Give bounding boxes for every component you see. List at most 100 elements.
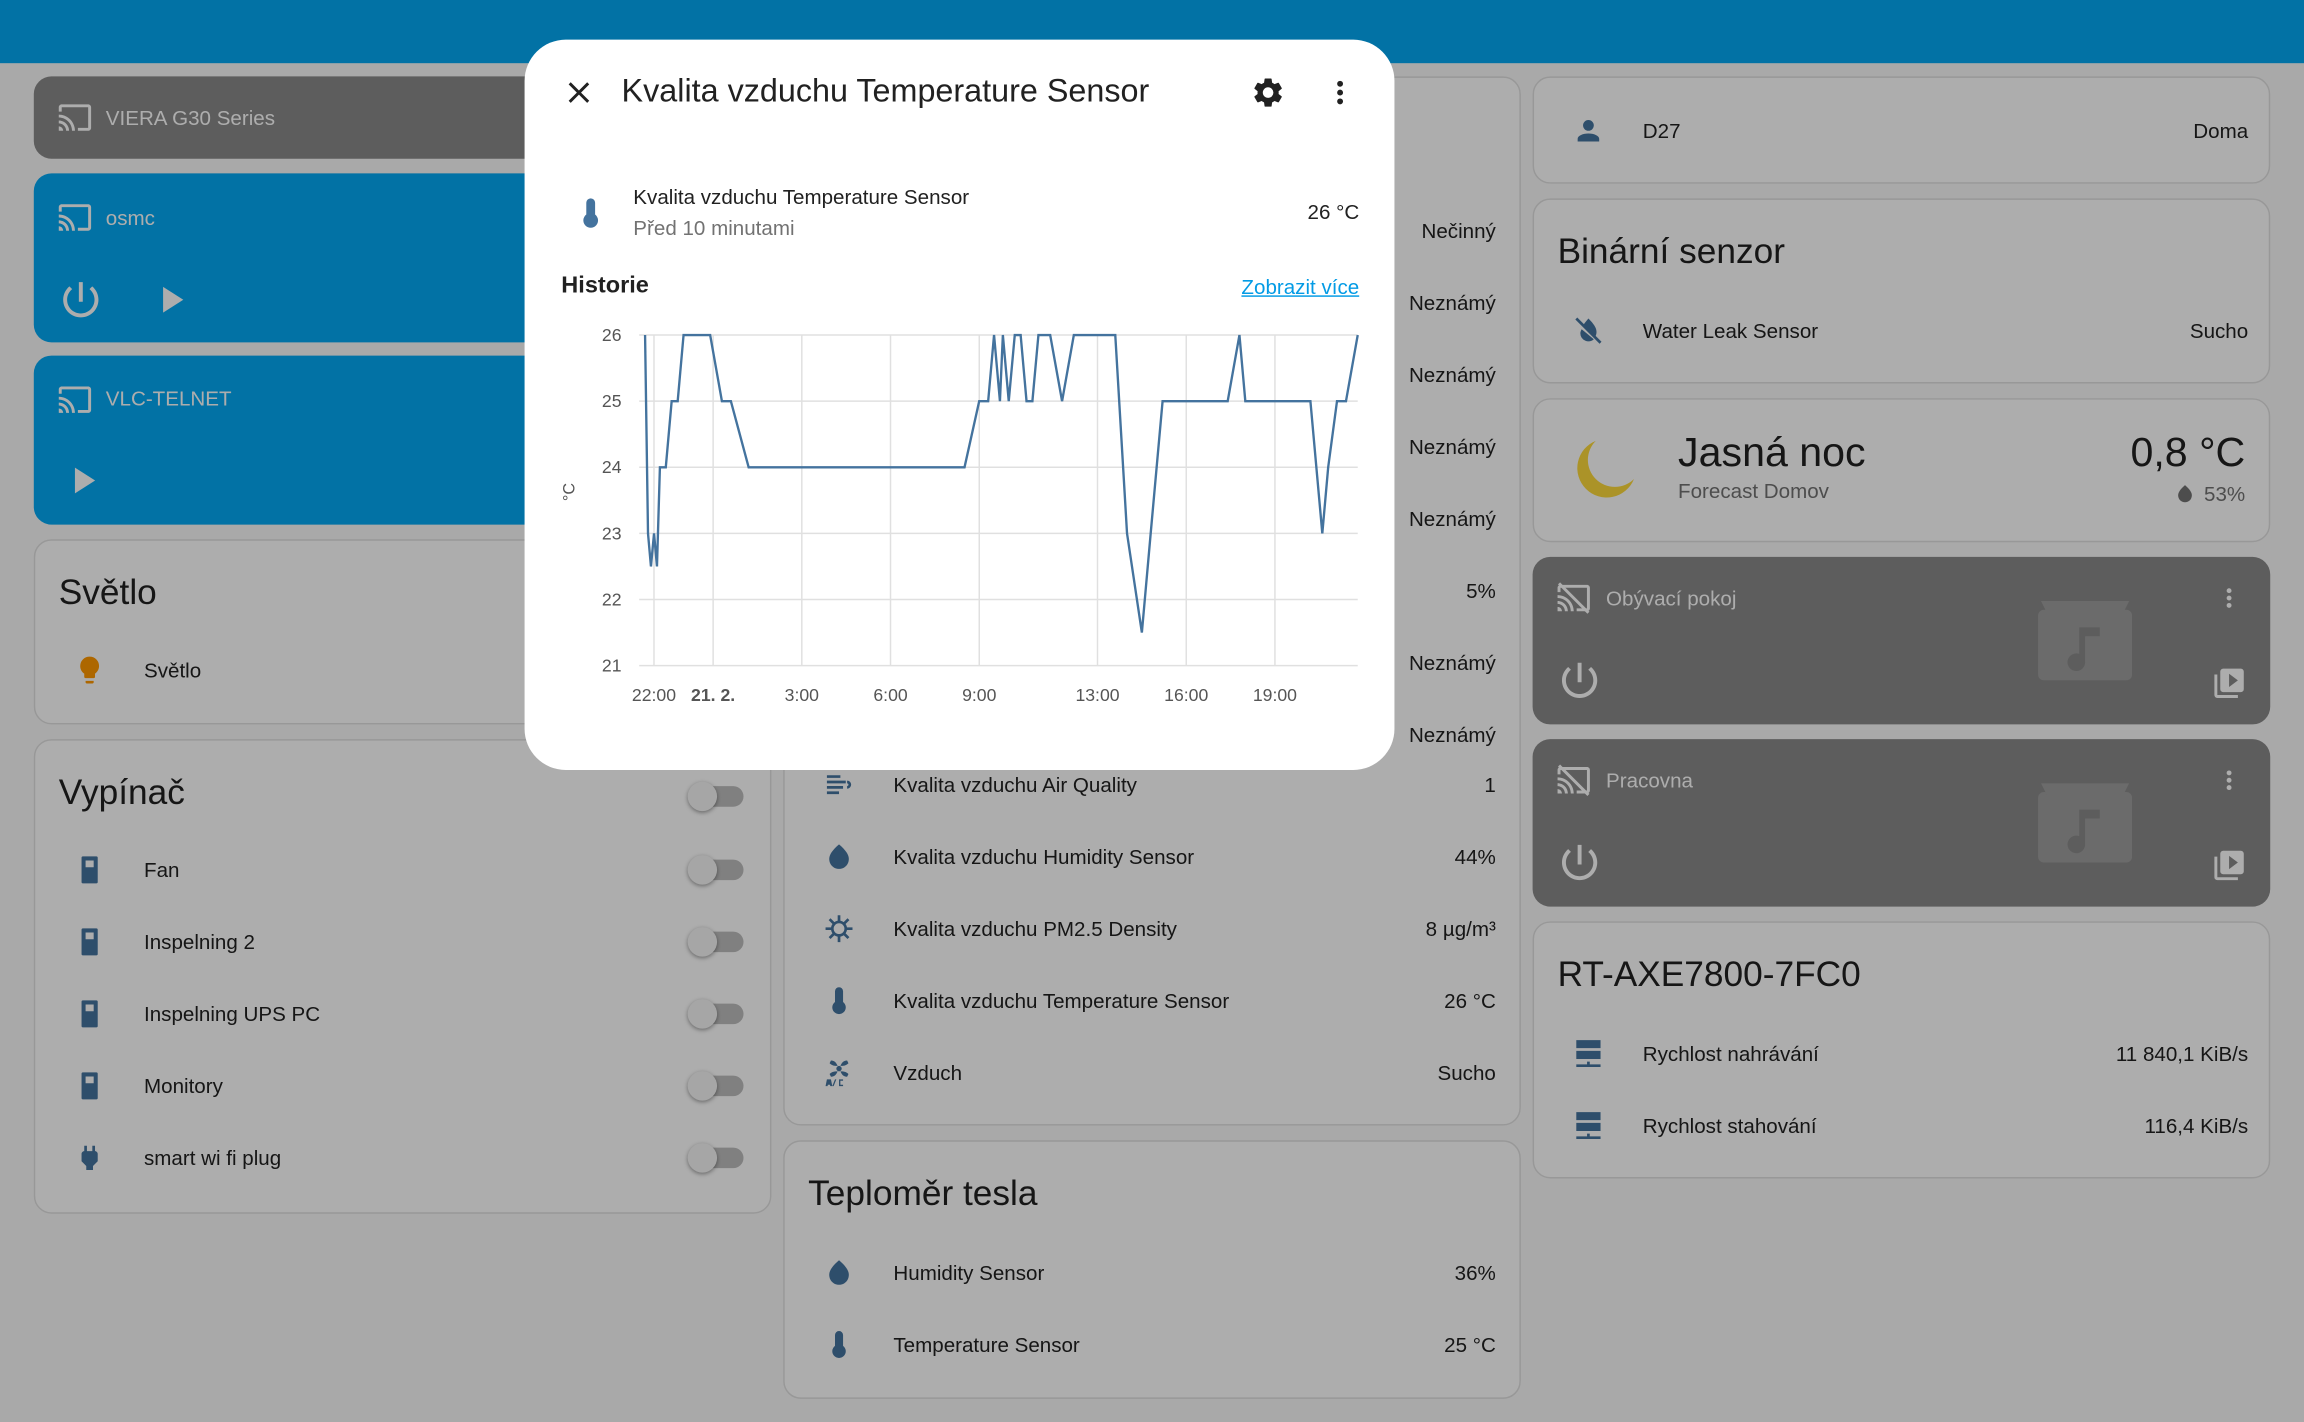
account-icon [1566, 115, 1610, 147]
media-name: osmc [105, 205, 155, 230]
state-value: Nečinný [1421, 218, 1496, 243]
teplomer-row-temperature[interactable]: Temperature Sensor 25 °C [817, 1315, 1496, 1374]
sensor-label: Vzduch [893, 1060, 963, 1085]
sensor-value: 8 µg/m³ [1425, 916, 1496, 941]
weather-card[interactable]: Jasná noc Forecast Domov 0,8 °C 53% [1532, 398, 2271, 543]
playlist-play-icon[interactable] [2211, 666, 2246, 701]
switch-row-plug[interactable]: smart wi fi plug [68, 1128, 744, 1187]
binary-name: Water Leak Sensor [1642, 318, 1819, 343]
gear-icon[interactable] [1250, 75, 1285, 110]
show-more-link[interactable]: Zobrazit více [1241, 274, 1360, 299]
sensor-row-temperature[interactable]: Kvalita vzduchu Temperature Sensor 26 °C [817, 971, 1496, 1030]
card-title: Binární senzor [1557, 232, 1785, 272]
person-state: Doma [2193, 119, 2249, 143]
playlist-play-icon[interactable] [2211, 848, 2246, 883]
thermometer-icon [573, 195, 608, 230]
switch-toggle[interactable] [687, 1071, 744, 1101]
x-tick-label: 21. 2. [691, 685, 735, 705]
weather-location: Forecast Domov [1678, 479, 1829, 503]
x-tick-label: 13:00 [1075, 685, 1119, 705]
y-tick-label: 22 [602, 589, 622, 609]
movie-music-icon [2038, 600, 2133, 681]
play-icon[interactable] [148, 278, 192, 322]
close-icon[interactable] [561, 75, 596, 110]
sensor-label: Humidity Sensor [893, 1260, 1045, 1285]
router-row-download[interactable]: Rychlost stahování 116,4 KiB/s [1566, 1096, 2248, 1155]
binary-row[interactable]: Water Leak Sensor Sucho [1566, 301, 2248, 360]
x-tick-label: 19:00 [1253, 685, 1297, 705]
virus-icon [817, 912, 861, 944]
thermometer-icon [817, 984, 861, 1016]
water-off-icon [1566, 314, 1610, 346]
router-card: RT-AXE7800-7FC0 Rychlost nahrávání 11 84… [1532, 921, 2271, 1179]
water-percent-icon [2175, 483, 2196, 504]
sensor-value: 26 °C [1444, 988, 1496, 1013]
switch-icon [68, 854, 112, 886]
state-value: Neznámý [1408, 290, 1496, 315]
person-row[interactable]: D27 Doma [1566, 101, 2248, 160]
x-tick-label: 3:00 [785, 685, 820, 705]
air-quality-icon [817, 768, 861, 800]
cast-icon [57, 200, 92, 235]
movie-music-icon [2038, 783, 2133, 863]
switch-name: Monitory [144, 1074, 223, 1098]
sensor-value: 1 [1484, 772, 1496, 797]
y-tick-label: 26 [602, 325, 622, 345]
weather-humidity: 53% [2175, 482, 2245, 505]
sensor-row-vzduch[interactable]: Vzduch Sucho [817, 1043, 1496, 1102]
server-network-icon [1566, 1037, 1610, 1069]
speaker-name: Pracovna [1606, 768, 1693, 793]
history-chart[interactable]: °C 26 25 24 23 22 21 22:00 21. 2. 3:00 6:00 9:00 13… [554, 316, 1377, 713]
power-icon[interactable] [1556, 657, 1603, 704]
switch-row-monitory[interactable]: Monitory [68, 1056, 744, 1115]
state-value: Neznámý [1408, 650, 1496, 675]
sensor-value: 25 °C [1444, 1332, 1496, 1357]
switch-toggle[interactable] [687, 1143, 744, 1173]
light-name: Světlo [144, 658, 202, 682]
person-name: D27 [1642, 119, 1681, 143]
play-icon[interactable] [60, 458, 104, 502]
master-toggle[interactable] [687, 781, 744, 812]
power-icon[interactable] [1556, 839, 1603, 886]
person-card: D27 Doma [1532, 76, 2271, 184]
sensor-label: Kvalita vzduchu Temperature Sensor [893, 988, 1230, 1013]
card-title: Teploměr tesla [808, 1174, 1038, 1214]
switch-row-ups[interactable]: Inspelning UPS PC [68, 984, 744, 1043]
light-row[interactable]: Světlo [68, 641, 744, 700]
y-axis-label: °C [561, 483, 579, 501]
switch-name: smart wi fi plug [144, 1146, 282, 1170]
sensor-row-humidity[interactable]: Kvalita vzduchu Humidity Sensor 44% [817, 827, 1496, 886]
teplomer-row-humidity[interactable]: Humidity Sensor 36% [817, 1243, 1496, 1302]
router-label: Rychlost stahování [1642, 1113, 1817, 1138]
router-row-upload[interactable]: Rychlost nahrávání 11 840,1 KiB/s [1566, 1024, 2248, 1083]
switch-icon [68, 926, 112, 958]
vypinac-card: Vypínač Fan Inspelning 2 Inspelning UPS … [33, 739, 772, 1214]
switch-toggle[interactable] [687, 927, 744, 957]
x-tick-label: 16:00 [1164, 685, 1208, 705]
speaker-card-pracovna[interactable]: Pracovna [1532, 739, 2271, 907]
sensor-value: 36% [1454, 1260, 1496, 1285]
switch-toggle[interactable] [687, 855, 744, 885]
media-name: VLC-TELNET [105, 386, 232, 410]
switch-row-inspelning2[interactable]: Inspelning 2 [68, 912, 744, 971]
router-value: 11 840,1 KiB/s [2115, 1041, 2249, 1066]
switch-row-fan[interactable]: Fan [68, 840, 744, 899]
speaker-card-obyvaci[interactable]: Obývací pokoj [1532, 556, 2271, 725]
state-value: Neznámý [1408, 434, 1496, 459]
humidity-icon [817, 1258, 861, 1287]
sensor-row-pm25[interactable]: Kvalita vzduchu PM2.5 Density 8 µg/m³ [817, 899, 1496, 958]
more-vertical-icon[interactable] [1322, 75, 1357, 110]
sensor-row-air-quality[interactable]: Kvalita vzduchu Air Quality 1 [817, 755, 1496, 814]
switch-icon [68, 998, 112, 1030]
history-heading: Historie [561, 273, 649, 299]
sensor-label: Kvalita vzduchu Air Quality [893, 772, 1137, 797]
switch-toggle[interactable] [687, 999, 744, 1029]
weather-temperature: 0,8 °C [2130, 429, 2246, 475]
thermometer-icon [817, 1328, 861, 1360]
state-value: Neznámý [1408, 362, 1496, 387]
power-icon[interactable] [57, 276, 104, 323]
more-vertical-icon[interactable] [2214, 766, 2243, 795]
more-vertical-icon[interactable] [2214, 583, 2243, 612]
cast-icon [57, 100, 92, 135]
router-label: Rychlost nahrávání [1642, 1041, 1819, 1066]
